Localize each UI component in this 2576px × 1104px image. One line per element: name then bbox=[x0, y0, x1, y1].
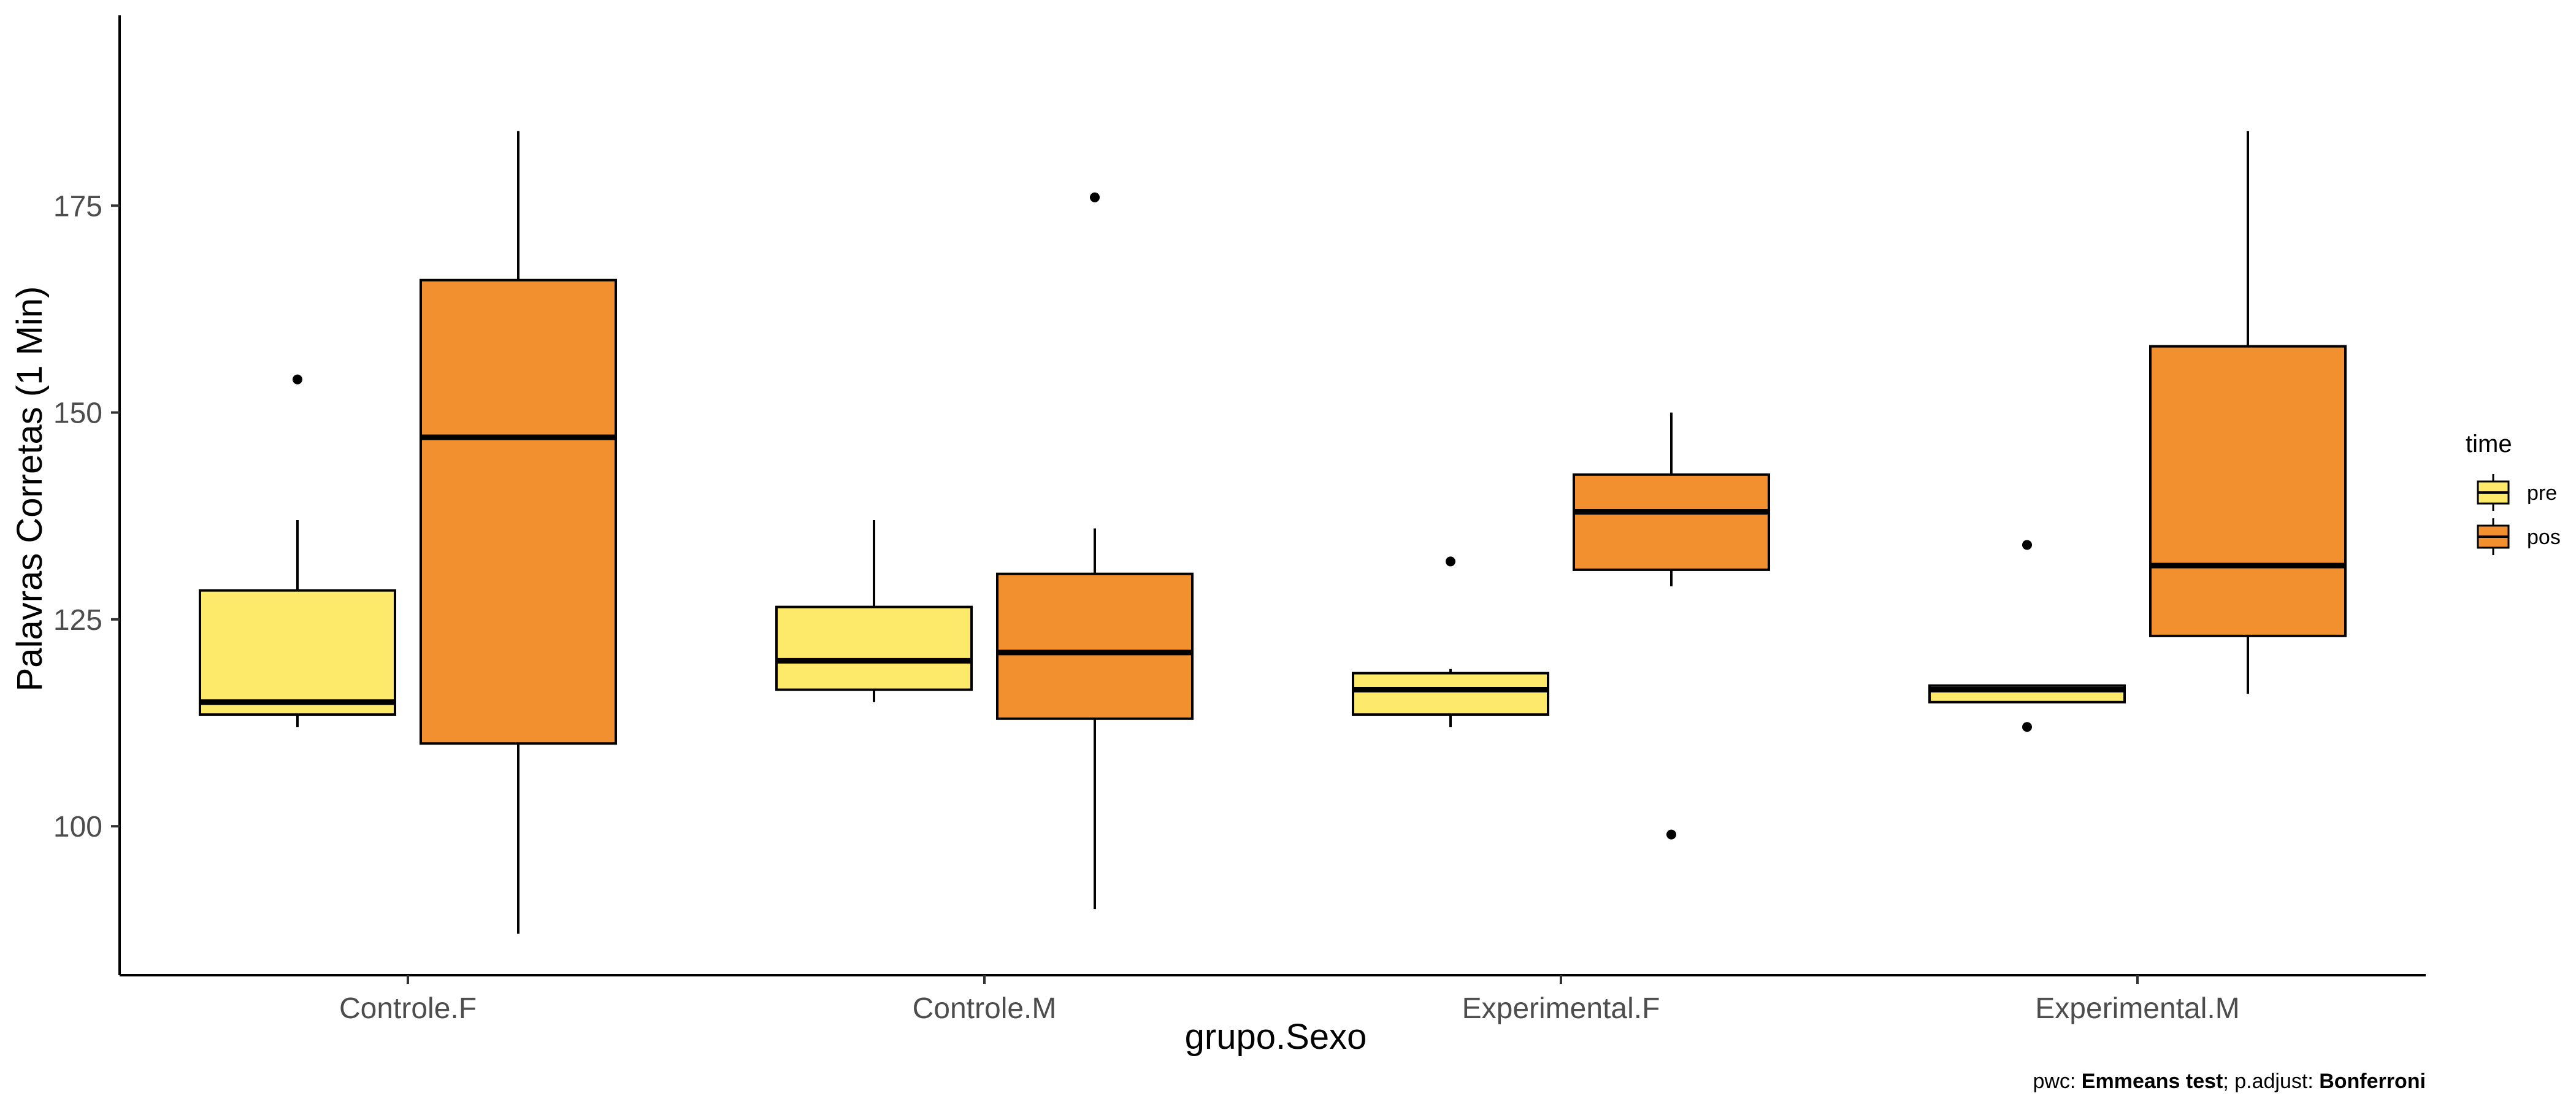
box-pos-Experimental.M bbox=[2149, 131, 2347, 694]
x-tick-label: Experimental.F bbox=[1462, 992, 1660, 1025]
box-body bbox=[1352, 672, 1549, 716]
outlier-point bbox=[1666, 829, 1676, 840]
x-tick-label: Controle.M bbox=[913, 992, 1057, 1025]
x-axis-title: grupo.Sexo bbox=[1185, 1017, 1367, 1057]
outlier-point bbox=[1446, 556, 1455, 567]
x-tick-label: Experimental.M bbox=[2035, 992, 2239, 1025]
box-pre-Experimental.F bbox=[1352, 556, 1549, 727]
legend-label: pos bbox=[2527, 526, 2561, 549]
y-tick-label: 175 bbox=[53, 190, 102, 223]
outlier-point bbox=[2022, 722, 2032, 732]
box-pre-Controle.M bbox=[775, 519, 973, 702]
y-axis-title: Palavras Corretas (1 Min) bbox=[10, 286, 50, 692]
outlier-point bbox=[1090, 192, 1100, 202]
caption: pwc: Emmeans test; p.adjust: Bonferroni bbox=[2033, 1070, 2426, 1093]
x-tick-label: Controle.F bbox=[339, 992, 477, 1025]
y-tick-label: 125 bbox=[53, 604, 102, 637]
outlier-point bbox=[2022, 540, 2032, 550]
legend-item-pos: pos bbox=[2477, 518, 2561, 555]
box-body bbox=[996, 572, 1194, 720]
legend-item-pre: pre bbox=[2477, 474, 2557, 511]
box-pre-Controle.F bbox=[199, 374, 396, 727]
box-body bbox=[2149, 345, 2347, 637]
legend-label: pre bbox=[2527, 481, 2557, 505]
box-pos-Controle.M bbox=[996, 192, 1194, 910]
y-tick-label: 150 bbox=[53, 397, 102, 430]
box-pre-Experimental.M bbox=[1928, 540, 2126, 732]
box-body bbox=[1573, 473, 1770, 571]
legend: time pre pos bbox=[2466, 431, 2561, 555]
box-body bbox=[199, 589, 396, 716]
outlier-point bbox=[293, 374, 302, 385]
box-pos-Controle.F bbox=[420, 131, 617, 934]
plot-area bbox=[199, 131, 2347, 934]
axes: 100 125 150 175 Controle.F Controle.M Experime… bbox=[53, 15, 2426, 1025]
box-body bbox=[775, 605, 973, 691]
legend-title: time bbox=[2466, 431, 2512, 458]
y-tick-label: 100 bbox=[53, 811, 102, 843]
box-body bbox=[420, 278, 617, 745]
box-pos-Experimental.F bbox=[1573, 412, 1770, 840]
